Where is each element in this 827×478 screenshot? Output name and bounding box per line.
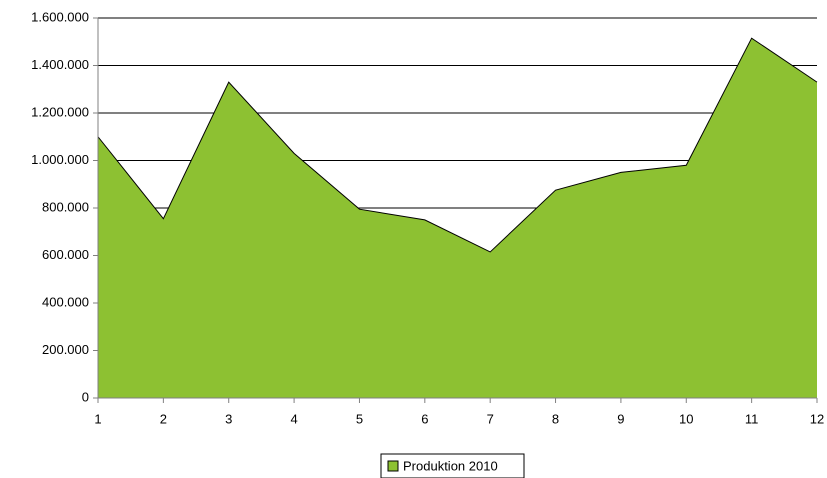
y-tick-label: 400.000 [42, 294, 89, 309]
y-tick-label: 600.000 [42, 247, 89, 262]
x-tick-label: 5 [356, 411, 363, 426]
x-tick-label: 1 [94, 411, 101, 426]
legend-box [380, 453, 525, 478]
y-tick-label: 200.000 [42, 342, 89, 357]
x-tick-label: 7 [487, 411, 494, 426]
area-outline [97, 37, 818, 253]
x-tick-label: 11 [745, 411, 759, 426]
x-tick-label: 8 [552, 411, 559, 426]
x-tick-label: 12 [810, 411, 824, 426]
y-tick-label: 1.600.000 [31, 9, 89, 24]
legend-label: Produktion 2010 [403, 458, 498, 473]
y-tick-label: 1.400.000 [31, 57, 89, 72]
y-tick-label: 1.200.000 [31, 104, 89, 119]
x-tick-label: 3 [225, 411, 232, 426]
x-tick-label: 6 [421, 411, 428, 426]
y-tick-label: 1.000.000 [31, 152, 89, 167]
y-tick-label: 0 [82, 389, 89, 404]
area [98, 38, 817, 398]
x-tick-label: 2 [160, 411, 167, 426]
x-tick-label: 4 [290, 411, 297, 426]
y-tick-label: 800.000 [42, 199, 89, 214]
legend-swatch [387, 460, 399, 472]
x-tick-label: 9 [617, 411, 624, 426]
x-tick-label: 10 [679, 411, 693, 426]
